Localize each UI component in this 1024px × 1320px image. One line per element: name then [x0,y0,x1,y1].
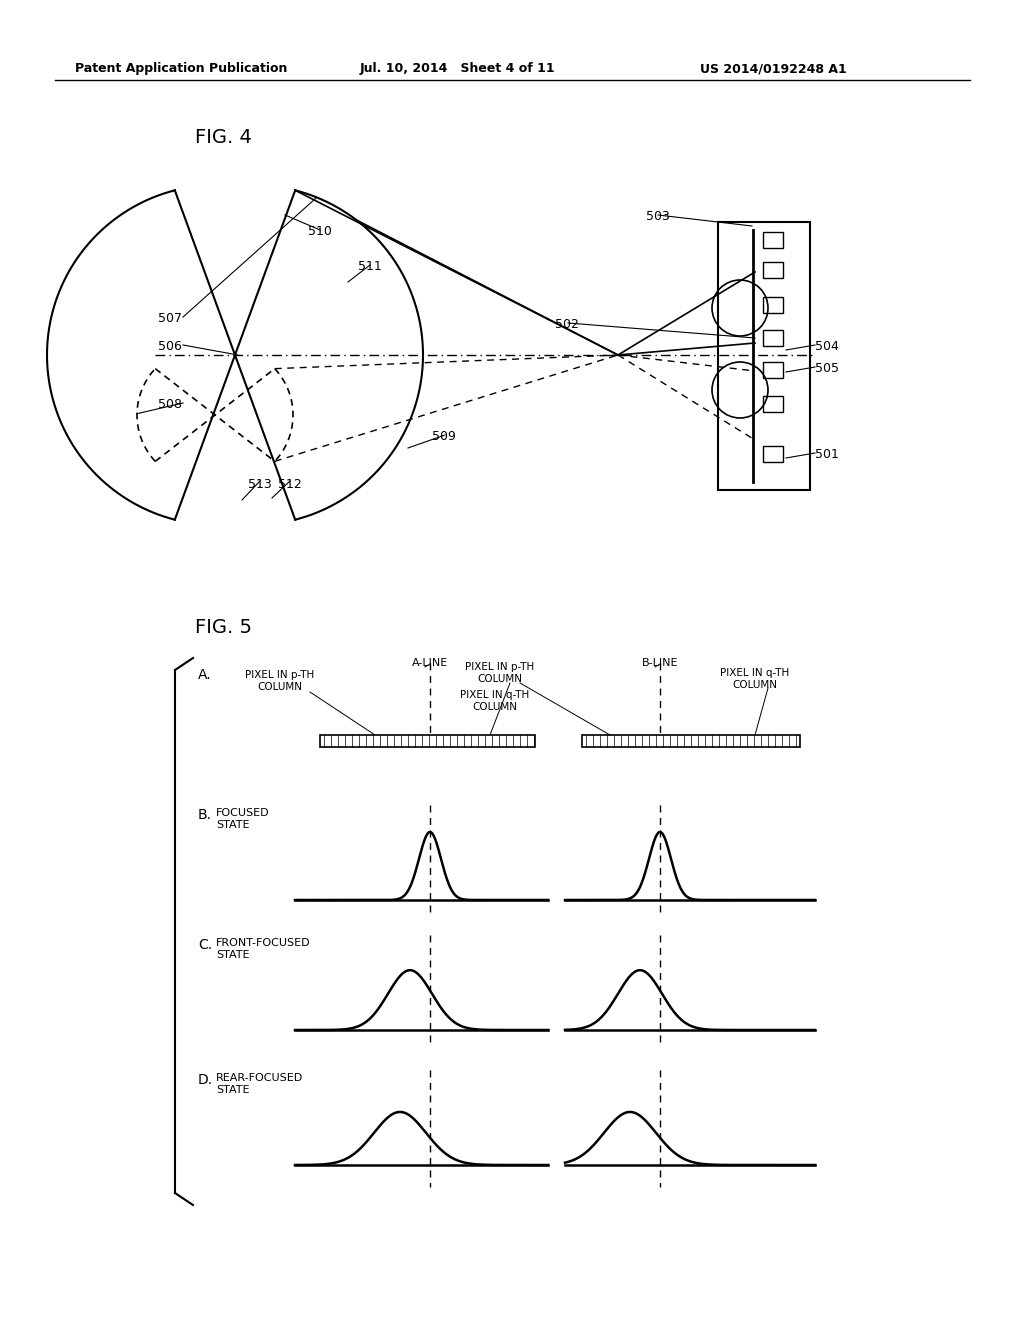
Bar [763,362,783,378]
Text: 503: 503 [646,210,670,223]
Text: 512: 512 [278,478,302,491]
Bar [763,232,783,248]
Text: PIXEL IN q-TH
COLUMN: PIXEL IN q-TH COLUMN [720,668,790,689]
Text: FIG. 4: FIG. 4 [195,128,252,147]
Text: A.: A. [198,668,212,682]
Text: 501: 501 [815,447,839,461]
Bar [319,735,535,747]
Bar [763,396,783,412]
Text: 510: 510 [308,224,332,238]
Text: FIG. 5: FIG. 5 [195,618,252,638]
Text: 508: 508 [158,399,182,411]
Text: PIXEL IN p-TH
COLUMN: PIXEL IN p-TH COLUMN [246,671,314,692]
Text: 505: 505 [815,362,839,375]
Text: FRONT-FOCUSED
STATE: FRONT-FOCUSED STATE [216,939,310,960]
Text: 513: 513 [248,478,271,491]
Bar [582,735,800,747]
Text: Patent Application Publication: Patent Application Publication [75,62,288,75]
Text: D.: D. [198,1073,213,1086]
Bar [718,222,810,490]
Text: B-LINE: B-LINE [642,657,678,668]
Text: US 2014/0192248 A1: US 2014/0192248 A1 [700,62,847,75]
Bar [763,261,783,279]
Bar [763,446,783,462]
Text: FOCUSED
STATE: FOCUSED STATE [216,808,269,829]
Bar [763,330,783,346]
Text: A-LINE: A-LINE [412,657,449,668]
Bar [763,297,783,313]
Text: 502: 502 [555,318,579,331]
Text: Jul. 10, 2014   Sheet 4 of 11: Jul. 10, 2014 Sheet 4 of 11 [360,62,556,75]
Text: 511: 511 [358,260,382,273]
Text: C.: C. [198,939,212,952]
Text: 504: 504 [815,341,839,352]
Text: 509: 509 [432,430,456,444]
Text: PIXEL IN q-TH
COLUMN: PIXEL IN q-TH COLUMN [461,690,529,711]
Text: 507: 507 [158,312,182,325]
Text: REAR-FOCUSED
STATE: REAR-FOCUSED STATE [216,1073,303,1094]
Text: PIXEL IN p-TH
COLUMN: PIXEL IN p-TH COLUMN [465,663,535,684]
Text: 506: 506 [158,341,182,352]
Text: B.: B. [198,808,212,822]
